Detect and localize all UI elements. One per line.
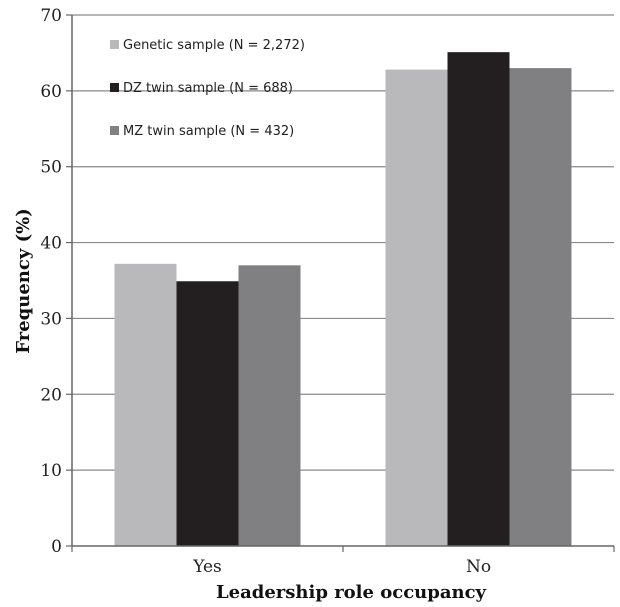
bar-yes-series-1 bbox=[114, 263, 177, 546]
legend-label: Genetic sample (N = 2,272) bbox=[123, 38, 305, 53]
y-tick-label: 20 bbox=[40, 385, 62, 405]
bar-yes-series-2 bbox=[176, 281, 239, 546]
x-ticks: Yes No bbox=[71, 546, 615, 577]
legend-label: DZ twin sample (N = 688) bbox=[123, 81, 293, 96]
legend-swatch bbox=[110, 126, 119, 135]
x-tick-label: No bbox=[466, 557, 491, 577]
bar-no-series-3 bbox=[509, 68, 572, 546]
y-tick-label: 50 bbox=[40, 158, 62, 178]
legend-swatch bbox=[110, 83, 119, 92]
y-axis-title: Frequency (%) bbox=[13, 208, 34, 353]
legend-label: MZ twin sample (N = 432) bbox=[123, 124, 294, 139]
y-tick-label: 60 bbox=[40, 82, 62, 102]
bars bbox=[114, 52, 572, 547]
x-axis-title: Leadership role occupancy bbox=[216, 582, 487, 603]
legend: Genetic sample (N = 2,272) DZ twin sample… bbox=[110, 38, 305, 139]
bar-no-series-1 bbox=[385, 69, 448, 547]
y-tick-label: 30 bbox=[40, 309, 62, 329]
bar-no-series-2 bbox=[447, 52, 510, 547]
bar-yes-series-3 bbox=[238, 265, 301, 546]
y-tick-label: 70 bbox=[40, 6, 62, 26]
y-tick-label: 0 bbox=[51, 537, 62, 557]
y-ticks: 0 10 20 30 40 50 60 70 bbox=[40, 6, 72, 557]
y-tick-label: 40 bbox=[40, 234, 62, 254]
x-tick-label: Yes bbox=[192, 557, 222, 577]
y-tick-label: 10 bbox=[40, 461, 62, 481]
legend-swatch bbox=[110, 40, 119, 49]
